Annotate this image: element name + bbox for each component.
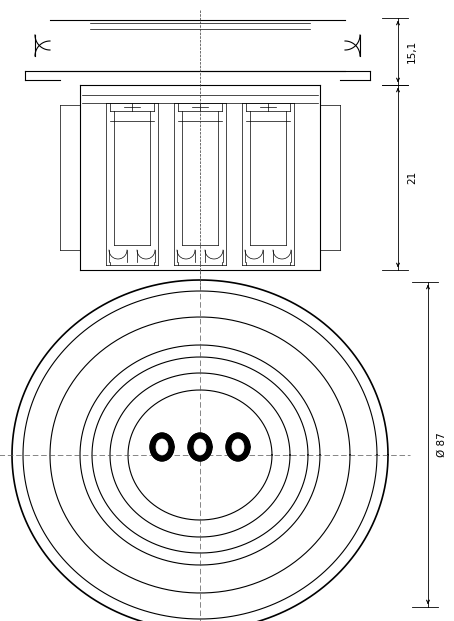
Text: 21: 21 [407, 171, 417, 184]
Ellipse shape [232, 439, 244, 455]
Ellipse shape [188, 433, 212, 461]
Ellipse shape [150, 433, 174, 461]
Text: Ø 87: Ø 87 [437, 432, 447, 457]
Ellipse shape [156, 439, 168, 455]
Ellipse shape [226, 433, 250, 461]
Ellipse shape [194, 439, 206, 455]
Text: 15,1: 15,1 [407, 40, 417, 63]
